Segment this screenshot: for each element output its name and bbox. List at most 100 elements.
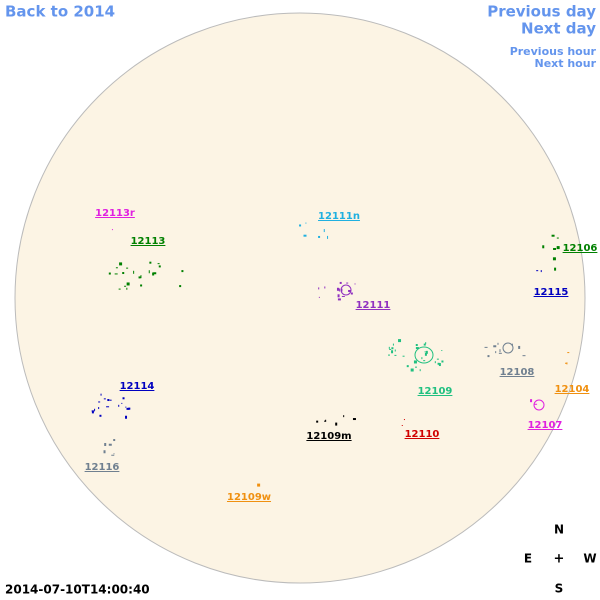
sunspot — [415, 344, 418, 347]
region-label[interactable]: 12111 — [356, 300, 391, 311]
sunspot — [415, 347, 419, 350]
sunspot — [121, 402, 123, 404]
region-label[interactable]: 12108 — [500, 367, 535, 378]
sunspot — [98, 407, 100, 410]
sunspot — [402, 355, 405, 357]
region-label[interactable]: 12111n — [318, 211, 360, 222]
sunspot — [99, 414, 102, 417]
sunspot — [350, 292, 353, 295]
sunspot — [100, 393, 102, 396]
sunspot — [497, 342, 499, 345]
region-label[interactable]: 12113 — [131, 236, 166, 247]
sunspot — [484, 346, 488, 348]
sunspot — [148, 270, 150, 274]
next-day-link[interactable]: Next day — [521, 20, 596, 38]
region-label[interactable]: 12113r — [95, 208, 135, 219]
sunspot — [346, 282, 349, 284]
sunspot — [128, 407, 131, 410]
previous-day-link[interactable]: Previous day — [487, 3, 596, 21]
region-label[interactable]: 12116 — [85, 462, 120, 473]
sunspot — [299, 224, 302, 227]
sunspot — [424, 351, 426, 353]
region-label[interactable]: 12114 — [120, 381, 155, 392]
region-label[interactable]: 12107 — [528, 420, 563, 431]
sunspot — [305, 222, 307, 224]
sunspot — [126, 287, 128, 290]
sunspot — [98, 401, 101, 403]
sunspot — [403, 419, 405, 421]
sunspot — [493, 345, 497, 348]
sunspot — [124, 285, 127, 287]
sunspot — [410, 368, 414, 372]
sunspot — [434, 361, 436, 364]
sunspot — [552, 257, 556, 261]
sunspot — [389, 348, 392, 350]
sunspot — [425, 350, 428, 354]
sunspot — [553, 247, 557, 250]
sunspot — [341, 295, 345, 297]
sunspot — [438, 363, 441, 367]
sunspot — [536, 270, 539, 272]
sunspot — [111, 229, 113, 231]
sunspot — [530, 399, 533, 403]
region-label[interactable]: 12115 — [534, 287, 569, 298]
sunspot — [567, 352, 570, 354]
solar-disk — [14, 12, 586, 584]
sunspot — [394, 354, 397, 356]
sunspot — [398, 339, 402, 343]
sunspot — [522, 355, 526, 357]
sunspot — [118, 404, 120, 407]
sunspot — [540, 270, 542, 273]
sunspot — [103, 398, 106, 400]
sunspot — [338, 288, 340, 292]
sunspot — [126, 282, 130, 286]
sunspot — [391, 350, 394, 354]
region-label[interactable]: 12110 — [405, 429, 440, 440]
sunspot — [318, 287, 320, 290]
sunspot-contour — [502, 342, 514, 354]
previous-hour-link[interactable]: Previous hour — [510, 45, 597, 58]
sunspot — [108, 443, 112, 446]
sunspot — [94, 408, 96, 411]
sunspot — [348, 289, 352, 292]
region-label[interactable]: 12109m — [306, 431, 351, 442]
region-label[interactable]: 12109 — [418, 386, 453, 397]
sunspot — [391, 347, 394, 350]
sunspot — [441, 350, 443, 352]
sunspot — [111, 454, 115, 456]
sunspot — [392, 343, 394, 346]
region-label[interactable]: 12106 — [563, 243, 598, 254]
sunspot — [566, 362, 568, 365]
sunspot — [115, 267, 118, 269]
sunspot — [318, 235, 321, 238]
sunspot-contour — [414, 346, 434, 364]
sunspot — [424, 352, 427, 356]
sunspot — [118, 288, 121, 290]
sunspot — [119, 262, 123, 266]
sunspot — [423, 343, 426, 346]
sunspot — [157, 263, 160, 265]
sunspot — [113, 453, 115, 455]
sunspot-contour — [340, 284, 352, 296]
sunspot — [556, 237, 559, 239]
sunspot — [556, 246, 560, 250]
sunspot — [388, 346, 390, 349]
sunspot — [114, 273, 118, 275]
sunspot — [341, 288, 343, 292]
region-label[interactable]: 12104 — [555, 384, 590, 395]
next-hour-link[interactable]: Next hour — [535, 57, 597, 70]
sunspot — [421, 357, 423, 360]
sunspot — [125, 415, 128, 419]
sunspot — [394, 349, 396, 352]
sunspot — [542, 245, 545, 249]
sunspot — [324, 286, 326, 289]
sunspot — [106, 406, 110, 408]
region-label[interactable]: 12109w — [227, 492, 271, 503]
sunspot — [126, 407, 130, 410]
back-link[interactable]: Back to 2014 — [5, 3, 115, 21]
sunspot — [436, 358, 439, 360]
sunspot — [153, 272, 157, 275]
sunspot — [257, 483, 261, 487]
sunspot — [419, 369, 421, 372]
sunspot — [103, 450, 106, 454]
